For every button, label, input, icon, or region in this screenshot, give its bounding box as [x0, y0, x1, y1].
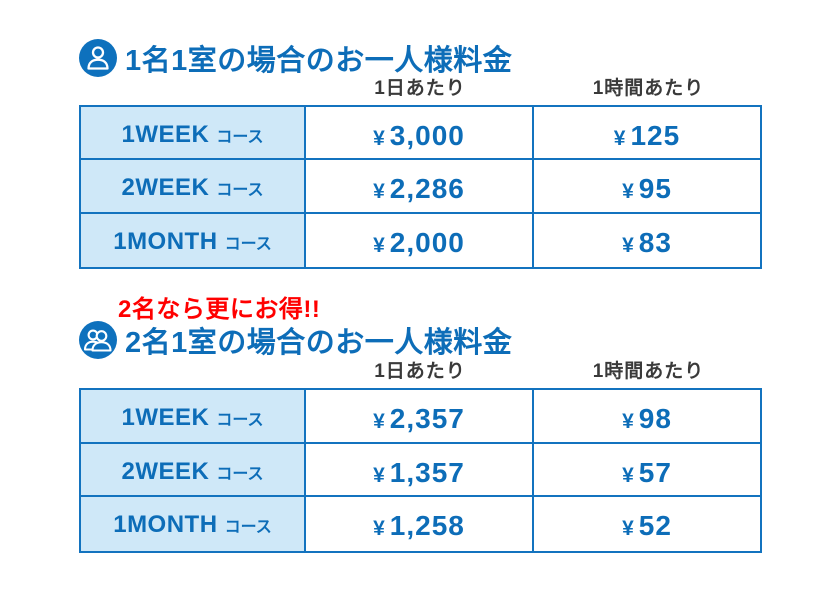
course-suffix: コース [224, 235, 272, 253]
price-amount: 57 [638, 456, 672, 488]
single-person-icon [79, 39, 117, 77]
per-hour-price-cell: ¥ 52 [534, 497, 760, 551]
price-amount: 2,357 [389, 403, 465, 434]
currency-symbol: ¥ [373, 463, 385, 487]
table-row-course-cell: 1MONTH コース [81, 497, 306, 551]
table-row-course-cell: 1WEEK コース [81, 107, 306, 161]
currency-symbol: ¥ [622, 517, 634, 541]
course-suffix: コース [216, 412, 264, 429]
double-per-day-header: 1日あたり [374, 361, 466, 382]
per-day-price-cell: ¥ 2,357 [306, 390, 534, 444]
double-per-hour-header: 1時間あたり [592, 361, 705, 382]
course-suffix: コース [216, 182, 264, 200]
course-suffix: コース [216, 465, 264, 483]
per-hour-price-cell: ¥ 83 [534, 214, 760, 267]
price-amount: 1,258 [389, 510, 465, 542]
price-amount: 83 [638, 226, 672, 258]
price-amount: 2,000 [389, 226, 465, 258]
currency-symbol: ¥ [622, 410, 634, 433]
table-row-course-cell: 1MONTH コース [81, 213, 306, 267]
table-row-course-cell: 1WEEK コース [81, 390, 306, 444]
currency-symbol: ¥ [373, 180, 385, 204]
price-amount: 1,357 [389, 456, 465, 488]
per-day-price-cell: ¥ 2,000 [306, 213, 534, 267]
two-person-icon [79, 321, 117, 359]
price-amount: 125 [630, 120, 681, 151]
price-amount: 2,286 [389, 173, 465, 205]
section-double-title: 2名1室の場合のお一人様料金 [125, 327, 513, 359]
per-hour-price-cell: ¥ 95 [534, 160, 760, 214]
per-day-price-cell: ¥ 1,357 [306, 443, 534, 498]
course-name: 2WEEK [121, 174, 210, 202]
currency-symbol: ¥ [373, 410, 385, 433]
course-name: 1MONTH [113, 227, 218, 255]
per-day-price-cell: ¥ 2,286 [306, 160, 534, 214]
pricing-table-double: 1WEEK コース ¥ 2,357 ¥ 98 2WEEK コース ¥ 1,357… [79, 388, 762, 553]
table-row-course-cell: 2WEEK コース [81, 443, 306, 498]
section-single-title-row: 1名1室の場合のお一人様料金 [79, 38, 512, 78]
promo-text: 2名なら更にお得!! [118, 296, 321, 323]
currency-symbol: ¥ [622, 233, 634, 257]
single-per-hour-header: 1時間あたり [592, 78, 705, 99]
currency-symbol: ¥ [373, 517, 385, 541]
currency-symbol: ¥ [622, 463, 634, 487]
per-hour-price-cell: ¥ 125 [534, 107, 760, 161]
currency-symbol: ¥ [622, 180, 634, 204]
course-name: 1WEEK [121, 121, 210, 148]
price-amount: 95 [638, 173, 672, 205]
course-suffix: コース [224, 519, 272, 537]
course-name: 1WEEK [121, 404, 210, 431]
course-suffix: コース [216, 129, 264, 146]
table-row-course-cell: 2WEEK コース [81, 160, 306, 214]
per-hour-price-cell: ¥ 57 [534, 444, 760, 498]
price-amount: 3,000 [389, 120, 465, 151]
price-amount: 98 [638, 403, 672, 434]
section-single-title: 1名1室の場合のお一人様料金 [125, 45, 513, 77]
per-day-price-cell: ¥ 1,258 [306, 497, 534, 551]
section-double-title-row: 2名1室の場合のお一人様料金 [79, 320, 512, 360]
course-name: 1MONTH [113, 511, 218, 539]
currency-symbol: ¥ [373, 127, 385, 150]
currency-symbol: ¥ [613, 127, 626, 150]
price-amount: 52 [638, 510, 672, 542]
per-hour-price-cell: ¥ 98 [534, 390, 760, 444]
course-name: 2WEEK [121, 457, 210, 485]
single-per-day-header: 1日あたり [374, 78, 466, 99]
currency-symbol: ¥ [373, 233, 385, 257]
per-day-price-cell: ¥ 3,000 [306, 107, 534, 161]
pricing-table-single: 1WEEK コース ¥ 3,000 ¥ 125 2WEEK コース ¥ 2,28… [79, 105, 762, 269]
